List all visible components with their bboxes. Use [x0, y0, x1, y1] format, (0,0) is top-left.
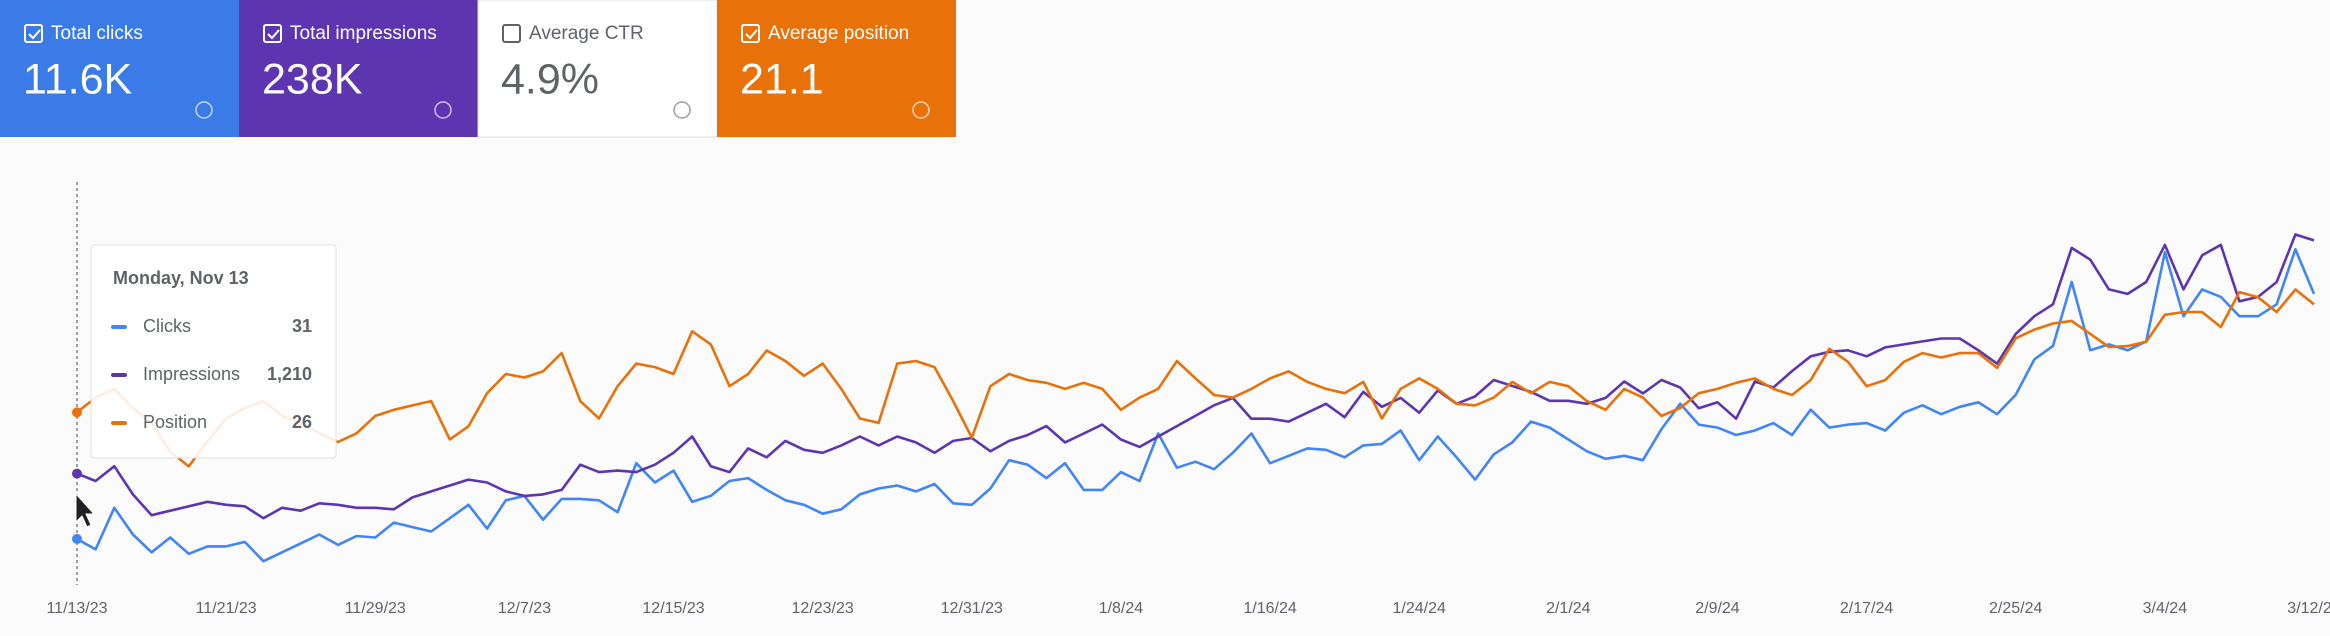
card-value: 11.6K: [23, 55, 132, 103]
metric-card[interactable]: Average position 21.1: [717, 0, 956, 137]
legend-label: Impressions: [143, 364, 240, 384]
checkbox[interactable]: [741, 24, 760, 43]
hover-point: [72, 468, 82, 479]
x-tick-label: 1/24/24: [1393, 600, 1446, 617]
metric-card[interactable]: Average CTR 4.9%: [477, 0, 718, 138]
x-tick-label: 2/1/24: [1546, 600, 1591, 617]
series-line: [76, 288, 2315, 468]
checkbox[interactable]: [263, 24, 282, 43]
checkbox-check: [745, 29, 758, 40]
tooltip-title: Monday, Nov 13: [113, 268, 249, 288]
x-tick-label: 1/8/24: [1099, 600, 1144, 617]
help-icon[interactable]: [434, 101, 452, 119]
x-tick-label: 12/31/23: [941, 600, 1003, 617]
x-tick-label: 12/7/23: [498, 600, 551, 617]
card-label: Average CTR: [529, 23, 644, 44]
checkbox[interactable]: [24, 24, 43, 43]
card-background: [477, 0, 718, 138]
tooltip-value: 26: [292, 412, 312, 432]
card-label: Total impressions: [290, 23, 437, 44]
help-icon[interactable]: [673, 101, 691, 119]
card-background: [717, 0, 956, 137]
card-background: [0, 0, 239, 137]
legend-label: Position: [143, 412, 207, 432]
x-tick-label: 12/23/23: [792, 600, 854, 617]
x-tick-label: 1/16/24: [1243, 600, 1296, 617]
x-tick-label: 3/12/24: [2287, 600, 2330, 617]
checkbox-check: [267, 29, 280, 40]
x-tick-label: 2/9/24: [1695, 600, 1740, 617]
metric-card[interactable]: Total clicks 11.6K: [0, 0, 239, 137]
x-tick-label: 11/13/23: [46, 600, 107, 617]
hover-point: [72, 533, 82, 544]
tooltip-value: 1,210: [267, 364, 312, 384]
checkbox-box: [24, 24, 43, 43]
tooltip: Monday, Nov 13 Clicks 31 Impressions 1,210 Po…: [90, 244, 337, 459]
metric-card[interactable]: Total impressions 238K: [239, 0, 478, 137]
help-icon[interactable]: [195, 101, 213, 119]
x-tick-label: 12/15/23: [642, 600, 704, 617]
series-line: [76, 248, 2316, 563]
card-value: 238K: [262, 55, 363, 103]
card-value: 4.9%: [501, 55, 599, 103]
card-label: Average position: [768, 23, 909, 44]
series-line: [76, 233, 2315, 520]
card-label: Total clicks: [51, 23, 143, 44]
legend-label: Clicks: [143, 316, 191, 336]
checkbox-box: [263, 24, 282, 43]
x-tick-label: 2/17/24: [1840, 600, 1893, 617]
x-tick-label: 2/25/24: [1989, 600, 2042, 617]
checkbox-check: [28, 29, 41, 40]
hover-point: [72, 407, 82, 418]
checkbox-box: [502, 24, 521, 43]
x-tick-label: 3/4/24: [2143, 600, 2188, 617]
checkbox[interactable]: [502, 24, 521, 43]
card-background: [239, 0, 478, 137]
card-value: 21.1: [740, 55, 824, 103]
x-tick-label: 11/21/23: [196, 600, 257, 617]
checkbox-box: [741, 24, 760, 43]
tooltip-value: 31: [292, 316, 312, 336]
x-tick-label: 11/29/23: [345, 600, 406, 617]
mouse-cursor: [75, 492, 96, 528]
tooltip-box: [90, 244, 337, 459]
help-icon[interactable]: [912, 101, 930, 119]
